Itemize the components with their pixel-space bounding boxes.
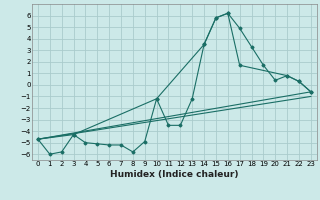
- X-axis label: Humidex (Indice chaleur): Humidex (Indice chaleur): [110, 170, 239, 179]
